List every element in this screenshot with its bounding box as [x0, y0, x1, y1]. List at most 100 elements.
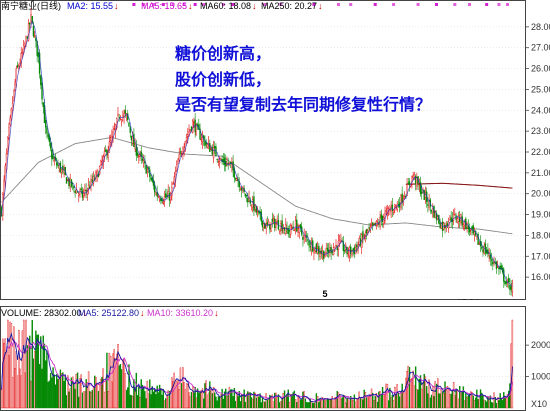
volume-bar — [212, 386, 215, 409]
y-tick-label: 24.00 — [531, 105, 550, 115]
volume-bar — [511, 319, 514, 409]
volume-bar — [348, 400, 351, 409]
candle-body — [214, 146, 216, 149]
candle-body — [195, 124, 198, 136]
volume-bar — [254, 392, 256, 409]
volume-bar — [37, 334, 40, 409]
volume-bar — [362, 399, 364, 409]
volume-bar — [283, 390, 286, 409]
candle-body — [483, 246, 485, 254]
candle-body — [505, 282, 507, 284]
event-marker-icon — [373, 3, 377, 6]
event-marker-icon — [263, 3, 267, 6]
candle-body — [87, 184, 90, 189]
event-marker-icon — [182, 3, 186, 6]
volume-bar — [71, 376, 74, 409]
volume-bar — [156, 385, 158, 409]
volume-bar — [240, 394, 243, 409]
volume-bar — [111, 381, 113, 409]
volume-bar — [30, 380, 32, 409]
candle-body — [131, 136, 134, 144]
volume-ma-lines — [1, 332, 513, 403]
volume-bar — [336, 391, 338, 409]
volume-bar — [176, 381, 178, 409]
volume-bar — [285, 396, 287, 409]
volume-bar — [456, 390, 458, 409]
volume-bar — [222, 398, 225, 409]
candle-body — [351, 250, 353, 256]
volume-legend: VOLUME: 28302.00↓ — [1, 308, 87, 319]
candle-body — [48, 136, 51, 142]
volume-bar — [65, 395, 68, 409]
y-tick-label: 26.00 — [531, 64, 550, 74]
volume-bar — [450, 393, 452, 409]
candle-body — [407, 182, 409, 185]
candle-body — [283, 227, 286, 231]
volume-bar — [386, 383, 389, 409]
volume-bar — [282, 393, 285, 409]
volume-bar — [504, 396, 506, 409]
y-tick-label: 23.00 — [531, 126, 550, 136]
candle-body — [134, 142, 136, 150]
candle-body — [62, 165, 64, 170]
volume-bar — [436, 378, 439, 409]
candle-body — [511, 282, 514, 293]
volume-bar — [103, 391, 106, 409]
volume-bar — [238, 391, 240, 409]
candle-body — [78, 193, 80, 196]
candle-body — [120, 119, 123, 123]
candle-body — [8, 127, 10, 136]
candle-body — [332, 247, 335, 256]
volume-bar — [438, 393, 440, 409]
volume-bar — [503, 392, 505, 409]
volume-bar — [401, 383, 403, 409]
volume-bar — [473, 399, 476, 409]
volume-bar — [59, 369, 62, 409]
candle-body — [484, 243, 487, 254]
volume-bar — [287, 389, 289, 409]
volume-bar — [305, 401, 308, 409]
candle-body — [85, 189, 87, 192]
candle-body — [413, 174, 416, 178]
candle-body — [432, 208, 434, 213]
volume-bar — [200, 390, 202, 409]
event-marker-icon — [468, 3, 472, 6]
volume-bar — [62, 372, 64, 409]
volume-bar — [107, 391, 109, 409]
volume-bar — [101, 376, 103, 409]
volume-bar — [427, 393, 429, 409]
event-marker-icon — [485, 3, 489, 6]
candle-body — [433, 206, 435, 218]
candle-body — [240, 187, 243, 191]
volume-bar — [244, 401, 247, 409]
volume-bar — [327, 398, 330, 409]
volume-bar — [472, 395, 474, 409]
volume-bar — [47, 381, 49, 409]
volume-bar — [135, 372, 138, 409]
candle-body — [385, 210, 387, 212]
volume-bar — [422, 382, 424, 409]
volume-bar — [27, 339, 30, 409]
candle-body — [84, 189, 86, 191]
volume-bar — [342, 394, 345, 409]
volume-bar — [232, 396, 234, 409]
volume-bar — [403, 389, 406, 409]
volume-bar — [187, 384, 189, 409]
volume-bar — [40, 336, 42, 409]
candle-body — [275, 223, 277, 228]
volume-bar — [90, 391, 92, 409]
event-marker-icon — [202, 3, 206, 6]
candle-body — [471, 226, 473, 229]
volume-bar — [263, 401, 265, 409]
candle-body — [162, 201, 164, 204]
volume-bar — [462, 386, 465, 409]
candle-body — [476, 235, 478, 237]
candle-body — [216, 158, 218, 161]
volume-bar — [449, 394, 451, 409]
price-axis: 16.00 17.00 18.00 19.00 20.00 21.00 22.00 23.00… — [525, 22, 550, 282]
candle-body — [423, 189, 425, 201]
volume-bar — [266, 399, 269, 409]
volume-bar — [298, 397, 300, 409]
volume-bar — [20, 375, 22, 409]
volume-bar — [26, 345, 29, 409]
